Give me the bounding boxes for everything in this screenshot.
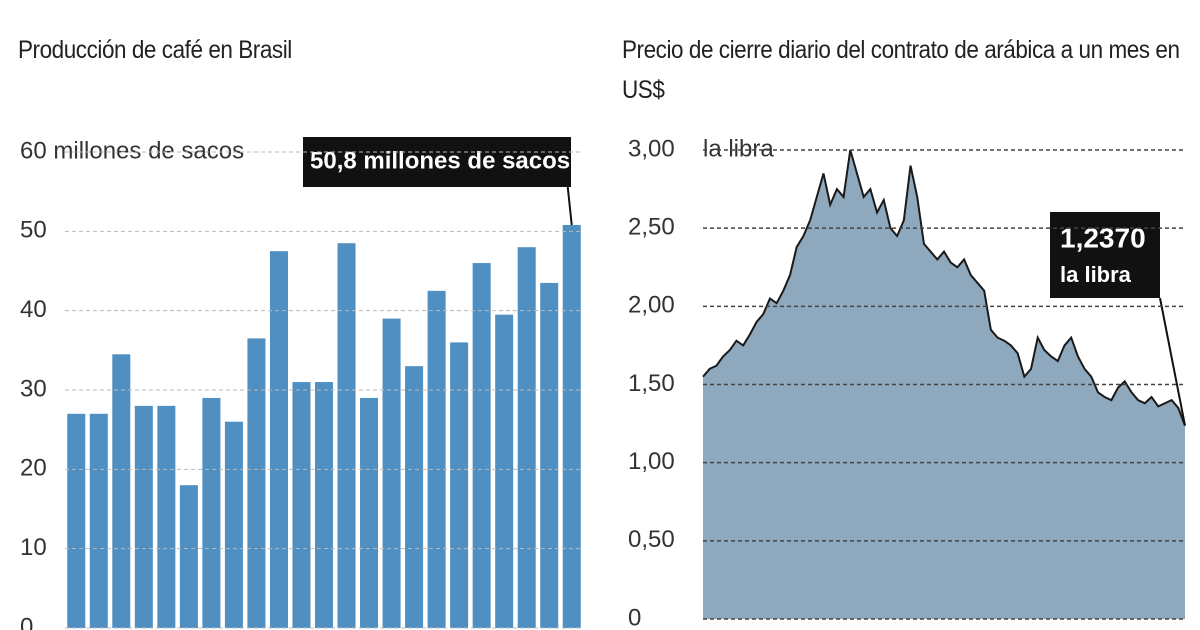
y-tick-label: 60 millones de sacos <box>20 137 244 164</box>
bar <box>269 251 288 628</box>
chart-title: Precio de cierre diario del contrato de … <box>622 36 1180 104</box>
bar <box>247 338 266 628</box>
bar <box>450 342 469 628</box>
bar <box>427 290 446 628</box>
bar <box>495 314 514 628</box>
y-tick-label: 3,00 <box>628 135 675 162</box>
bar <box>314 382 334 628</box>
bar <box>517 247 536 628</box>
annotation-pointer <box>1159 297 1186 426</box>
y-tick-label: 0 <box>628 604 641 630</box>
bar <box>405 366 424 628</box>
y-tick-label: 40 <box>20 296 47 323</box>
y-tick-label: 20 <box>20 455 47 482</box>
bar <box>382 318 401 628</box>
bar <box>562 224 581 628</box>
bar <box>179 485 198 628</box>
y-tick-label: 30 <box>20 375 47 402</box>
bar <box>157 405 176 628</box>
bar <box>224 421 243 628</box>
annotation-box <box>303 137 571 187</box>
annotation: 50,8 millones de sacos <box>310 147 570 174</box>
y-unit: la libra <box>703 135 774 162</box>
bar <box>134 405 153 628</box>
y-tick-label: 2,50 <box>628 214 675 241</box>
chart-title: Producción de café en Brasil <box>18 36 292 64</box>
bar <box>89 413 108 628</box>
bar <box>292 382 311 628</box>
bar <box>67 413 86 628</box>
bar <box>472 263 491 628</box>
line <box>702 149 1186 426</box>
bar <box>202 397 221 628</box>
bar <box>360 397 379 628</box>
y-tick-label: 0 <box>20 613 33 630</box>
bar <box>540 282 559 628</box>
y-tick-label: 1,50 <box>628 370 675 397</box>
bar <box>337 243 356 628</box>
y-tick-label: 2,00 <box>628 292 675 319</box>
annotation: la libra <box>1060 262 1132 287</box>
annotation: 1,2370 <box>1060 222 1146 253</box>
annotation-box <box>1050 212 1160 298</box>
annotation-pointer <box>566 186 573 226</box>
y-tick-label: 50 <box>20 217 47 244</box>
y-tick-label: 1,00 <box>628 448 675 475</box>
y-tick-label: 0,50 <box>628 526 675 553</box>
bar <box>112 354 131 628</box>
y-tick-label: 10 <box>20 534 47 561</box>
